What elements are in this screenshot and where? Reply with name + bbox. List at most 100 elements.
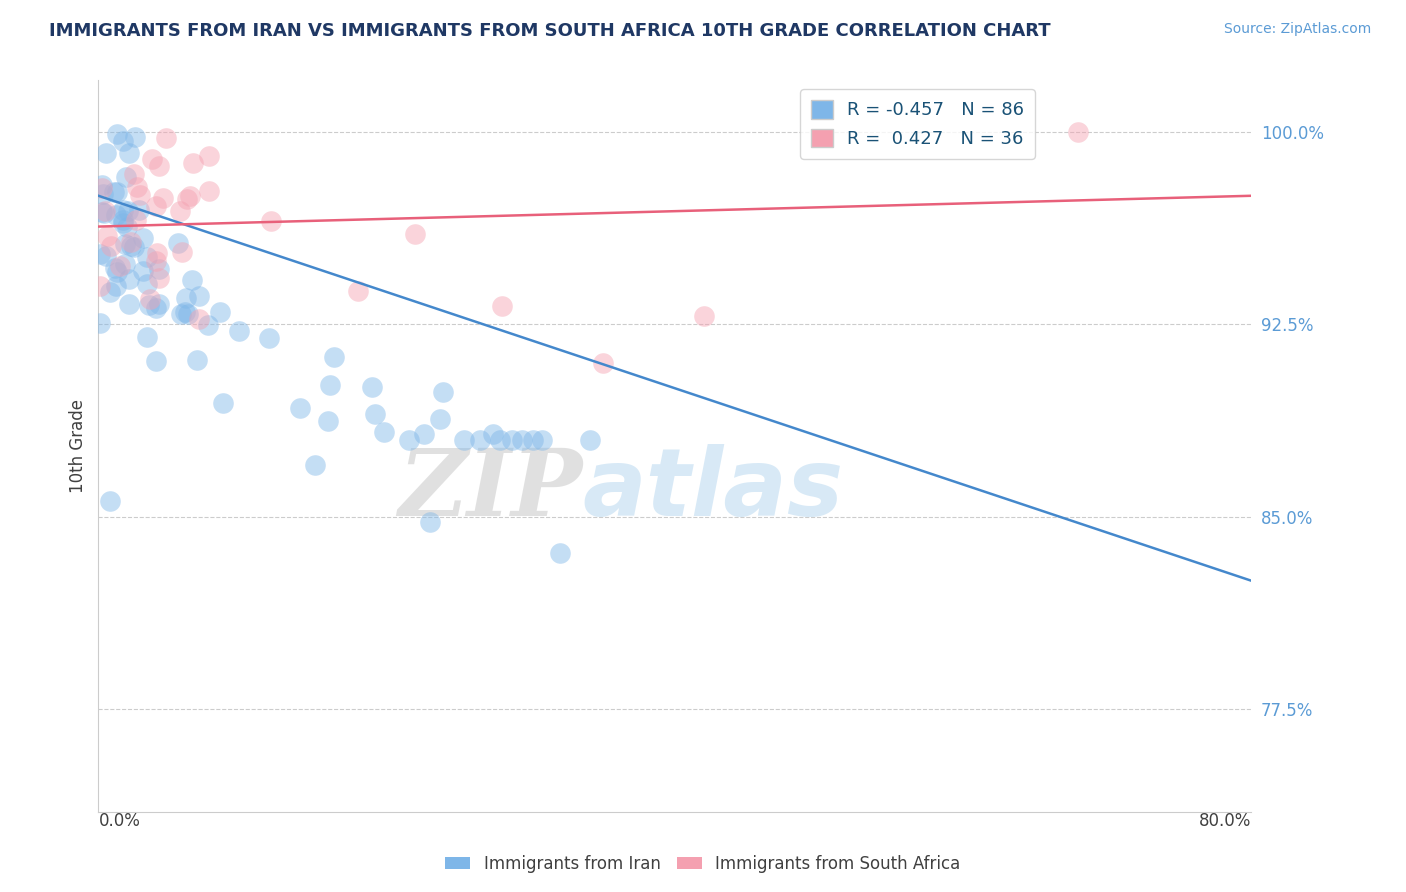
Point	[488, 433, 510, 447]
Point	[167, 235, 190, 250]
Point	[100, 239, 122, 253]
Point	[188, 289, 211, 303]
Point	[257, 331, 280, 345]
Point	[110, 259, 132, 273]
Point	[152, 190, 174, 204]
Point	[125, 180, 148, 194]
Point	[470, 433, 492, 447]
Point	[177, 306, 200, 320]
Point	[148, 159, 170, 173]
Point	[145, 354, 167, 368]
Point	[181, 273, 204, 287]
Point	[132, 263, 155, 277]
Point	[105, 264, 128, 278]
Point	[429, 412, 451, 426]
Text: IMMIGRANTS FROM IRAN VS IMMIGRANTS FROM SOUTH AFRICA 10TH GRADE CORRELATION CHAR: IMMIGRANTS FROM IRAN VS IMMIGRANTS FROM …	[49, 22, 1050, 40]
Point	[179, 189, 201, 203]
Point	[115, 170, 138, 185]
Point	[405, 227, 427, 242]
Point	[592, 355, 614, 369]
Point	[136, 277, 159, 292]
Point	[212, 396, 235, 410]
Point	[188, 311, 211, 326]
Point	[103, 185, 125, 199]
Point	[117, 204, 139, 219]
Point	[128, 188, 150, 202]
Point	[115, 219, 138, 234]
Point	[145, 301, 167, 315]
Point	[118, 146, 141, 161]
Point	[94, 204, 117, 219]
Point	[209, 305, 232, 319]
Point	[453, 433, 475, 447]
Point	[481, 427, 503, 442]
Point	[145, 254, 167, 268]
Point	[146, 245, 169, 260]
Point	[174, 305, 197, 319]
Point	[316, 414, 339, 428]
Point	[501, 433, 523, 447]
Point	[491, 299, 513, 313]
Point	[148, 262, 170, 277]
Point	[91, 180, 114, 194]
Point	[413, 427, 436, 442]
Point	[138, 298, 160, 312]
Text: atlas: atlas	[582, 444, 844, 536]
Point	[172, 245, 194, 260]
Point	[98, 494, 121, 508]
Point	[304, 458, 326, 473]
Point	[136, 329, 159, 343]
Point	[139, 292, 162, 306]
Point	[522, 433, 544, 447]
Point	[148, 271, 170, 285]
Point	[170, 307, 193, 321]
Point	[135, 250, 157, 264]
Point	[112, 212, 135, 227]
Point	[260, 214, 283, 228]
Point	[105, 208, 128, 222]
Point	[105, 278, 128, 293]
Point	[90, 178, 112, 192]
Point	[398, 433, 420, 447]
Point	[322, 350, 344, 364]
Point	[125, 213, 148, 227]
Point	[89, 247, 111, 261]
Point	[155, 131, 177, 145]
Text: 80.0%: 80.0%	[1199, 812, 1251, 830]
Point	[432, 384, 454, 399]
Point	[112, 202, 135, 217]
Point	[373, 425, 395, 440]
Point	[181, 156, 204, 170]
Point	[197, 318, 219, 332]
Point	[120, 239, 142, 253]
Point	[128, 202, 150, 217]
Legend: R = -0.457   N = 86, R =  0.427   N = 36: R = -0.457 N = 86, R = 0.427 N = 36	[800, 89, 1035, 159]
Point	[90, 205, 112, 219]
Text: Source: ZipAtlas.com: Source: ZipAtlas.com	[1223, 22, 1371, 37]
Point	[93, 187, 115, 202]
Point	[94, 145, 117, 160]
Point	[693, 310, 716, 324]
Point	[96, 249, 118, 263]
Point	[148, 297, 170, 311]
Point	[578, 433, 600, 447]
Y-axis label: 10th Grade: 10th Grade	[69, 399, 87, 493]
Text: ZIP: ZIP	[398, 445, 582, 535]
Point	[531, 433, 554, 447]
Point	[169, 204, 191, 219]
Point	[141, 153, 163, 167]
Point	[198, 184, 221, 198]
Point	[510, 433, 533, 447]
Point	[124, 167, 146, 181]
Point	[93, 206, 115, 220]
Point	[1067, 125, 1090, 139]
Point	[228, 324, 250, 338]
Point	[105, 127, 128, 141]
Point	[114, 257, 136, 271]
Point	[112, 134, 135, 148]
Point	[419, 515, 441, 529]
Point	[548, 545, 571, 559]
Point	[120, 235, 142, 250]
Point	[176, 192, 198, 206]
Point	[198, 149, 221, 163]
